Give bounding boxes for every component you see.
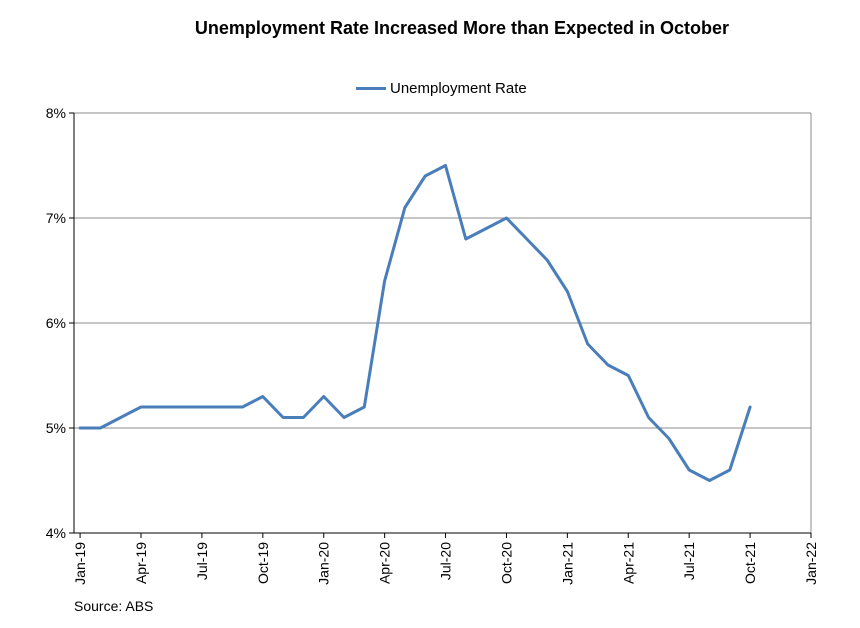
y-tick-label: 5% [46, 420, 66, 436]
x-tick-label: Apr-21 [620, 542, 636, 584]
x-tick-label: Oct-20 [498, 542, 514, 584]
y-tick-label: 8% [46, 105, 66, 121]
chart-title: Unemployment Rate Increased More than Ex… [194, 18, 730, 38]
x-tick-label: Apr-20 [377, 542, 393, 584]
source-note: Source: ABS [74, 598, 154, 614]
y-tick-label: 4% [46, 525, 66, 541]
x-tick-label: Apr-19 [133, 542, 149, 584]
x-tick-label: Jul-21 [681, 542, 697, 580]
x-tick-label: Jan-20 [316, 542, 332, 585]
x-tick-label: Jul-19 [194, 542, 210, 580]
x-tick-label: Jan-22 [803, 542, 819, 585]
x-tick-label: Jul-20 [438, 542, 454, 580]
legend-label: Unemployment Rate [390, 80, 527, 97]
x-tick-label: Jan-21 [559, 542, 575, 585]
legend: Unemployment Rate [356, 80, 527, 97]
legend-swatch [356, 87, 386, 90]
x-tick-label: Oct-21 [742, 542, 758, 584]
series-line-unemployment-rate [78, 164, 752, 482]
x-tick-label: Oct-19 [255, 542, 271, 584]
y-tick-label: 7% [46, 210, 66, 226]
y-tick-label: 6% [46, 315, 66, 331]
x-tick-label: Jan-19 [72, 542, 88, 585]
